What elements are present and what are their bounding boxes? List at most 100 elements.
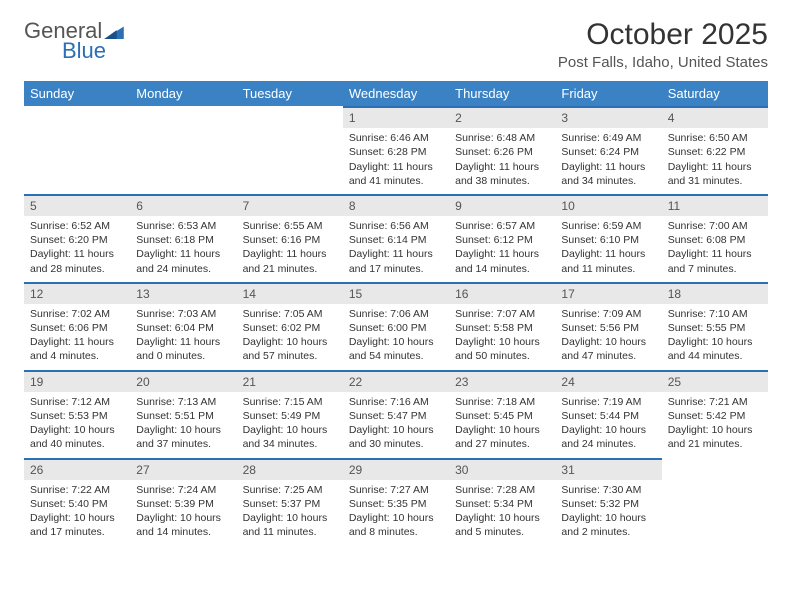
sunset-line: Sunset: 5:55 PM — [668, 321, 762, 335]
calendar-week-row: 1Sunrise: 6:46 AMSunset: 6:28 PMDaylight… — [24, 106, 768, 194]
day-details: Sunrise: 6:55 AMSunset: 6:16 PMDaylight:… — [237, 216, 343, 282]
header: GeneralBlue October 2025 Post Falls, Ida… — [24, 18, 768, 71]
day-details: Sunrise: 7:21 AMSunset: 5:42 PMDaylight:… — [662, 392, 768, 458]
day-number: 14 — [237, 282, 343, 304]
day-number: 4 — [662, 106, 768, 128]
sunset-line: Sunset: 6:02 PM — [243, 321, 337, 335]
sunset-line: Sunset: 5:47 PM — [349, 409, 443, 423]
calendar-day-cell: 16Sunrise: 7:07 AMSunset: 5:58 PMDayligh… — [449, 282, 555, 370]
sunrise-line: Sunrise: 6:50 AM — [668, 131, 762, 145]
day-details: Sunrise: 7:12 AMSunset: 5:53 PMDaylight:… — [24, 392, 130, 458]
sunrise-line: Sunrise: 6:59 AM — [561, 219, 655, 233]
day-number: 23 — [449, 370, 555, 392]
daylight-line: Daylight: 11 hours and 4 minutes. — [30, 335, 124, 363]
day-details: Sunrise: 6:56 AMSunset: 6:14 PMDaylight:… — [343, 216, 449, 282]
calendar-day-cell: 27Sunrise: 7:24 AMSunset: 5:39 PMDayligh… — [130, 458, 236, 546]
daylight-line: Daylight: 10 hours and 24 minutes. — [561, 423, 655, 451]
day-number: 6 — [130, 194, 236, 216]
calendar-day-cell: 29Sunrise: 7:27 AMSunset: 5:35 PMDayligh… — [343, 458, 449, 546]
calendar-day-cell: 12Sunrise: 7:02 AMSunset: 6:06 PMDayligh… — [24, 282, 130, 370]
calendar-day-cell: 14Sunrise: 7:05 AMSunset: 6:02 PMDayligh… — [237, 282, 343, 370]
day-number: 21 — [237, 370, 343, 392]
calendar-day-cell: 20Sunrise: 7:13 AMSunset: 5:51 PMDayligh… — [130, 370, 236, 458]
daylight-line: Daylight: 11 hours and 7 minutes. — [668, 247, 762, 275]
sunrise-line: Sunrise: 6:46 AM — [349, 131, 443, 145]
calendar-day-cell — [662, 458, 768, 546]
day-details: Sunrise: 7:16 AMSunset: 5:47 PMDaylight:… — [343, 392, 449, 458]
sunset-line: Sunset: 5:32 PM — [561, 497, 655, 511]
day-details: Sunrise: 7:27 AMSunset: 5:35 PMDaylight:… — [343, 480, 449, 546]
day-number: 17 — [555, 282, 661, 304]
day-details: Sunrise: 7:19 AMSunset: 5:44 PMDaylight:… — [555, 392, 661, 458]
sunrise-line: Sunrise: 7:15 AM — [243, 395, 337, 409]
calendar-body: 1Sunrise: 6:46 AMSunset: 6:28 PMDaylight… — [24, 106, 768, 545]
sunrise-line: Sunrise: 6:53 AM — [136, 219, 230, 233]
weekday-header: Wednesday — [343, 81, 449, 106]
daylight-line: Daylight: 10 hours and 21 minutes. — [668, 423, 762, 451]
day-number: 16 — [449, 282, 555, 304]
day-details: Sunrise: 7:05 AMSunset: 6:02 PMDaylight:… — [237, 304, 343, 370]
sunrise-line: Sunrise: 7:10 AM — [668, 307, 762, 321]
day-number: 7 — [237, 194, 343, 216]
sunrise-line: Sunrise: 7:02 AM — [30, 307, 124, 321]
day-number: 13 — [130, 282, 236, 304]
calendar-day-cell: 15Sunrise: 7:06 AMSunset: 6:00 PMDayligh… — [343, 282, 449, 370]
day-details: Sunrise: 7:06 AMSunset: 6:00 PMDaylight:… — [343, 304, 449, 370]
calendar-day-cell: 23Sunrise: 7:18 AMSunset: 5:45 PMDayligh… — [449, 370, 555, 458]
sunset-line: Sunset: 5:51 PM — [136, 409, 230, 423]
daylight-line: Daylight: 11 hours and 34 minutes. — [561, 160, 655, 188]
daylight-line: Daylight: 10 hours and 11 minutes. — [243, 511, 337, 539]
calendar-day-cell: 2Sunrise: 6:48 AMSunset: 6:26 PMDaylight… — [449, 106, 555, 194]
sunset-line: Sunset: 5:40 PM — [30, 497, 124, 511]
calendar-day-cell: 1Sunrise: 6:46 AMSunset: 6:28 PMDaylight… — [343, 106, 449, 194]
weekday-header: Saturday — [662, 81, 768, 106]
sunset-line: Sunset: 6:06 PM — [30, 321, 124, 335]
calendar-day-cell: 13Sunrise: 7:03 AMSunset: 6:04 PMDayligh… — [130, 282, 236, 370]
calendar-day-cell: 28Sunrise: 7:25 AMSunset: 5:37 PMDayligh… — [237, 458, 343, 546]
day-details: Sunrise: 7:15 AMSunset: 5:49 PMDaylight:… — [237, 392, 343, 458]
sunrise-line: Sunrise: 7:30 AM — [561, 483, 655, 497]
daylight-line: Daylight: 11 hours and 41 minutes. — [349, 160, 443, 188]
weekday-header: Tuesday — [237, 81, 343, 106]
sunset-line: Sunset: 5:44 PM — [561, 409, 655, 423]
sunrise-line: Sunrise: 7:25 AM — [243, 483, 337, 497]
day-number: 22 — [343, 370, 449, 392]
day-details: Sunrise: 7:07 AMSunset: 5:58 PMDaylight:… — [449, 304, 555, 370]
day-details: Sunrise: 6:48 AMSunset: 6:26 PMDaylight:… — [449, 128, 555, 194]
daylight-line: Daylight: 10 hours and 8 minutes. — [349, 511, 443, 539]
day-number: 29 — [343, 458, 449, 480]
day-details: Sunrise: 7:02 AMSunset: 6:06 PMDaylight:… — [24, 304, 130, 370]
sunrise-line: Sunrise: 7:21 AM — [668, 395, 762, 409]
sunset-line: Sunset: 5:58 PM — [455, 321, 549, 335]
day-details: Sunrise: 6:57 AMSunset: 6:12 PMDaylight:… — [449, 216, 555, 282]
sunrise-line: Sunrise: 6:56 AM — [349, 219, 443, 233]
day-number: 26 — [24, 458, 130, 480]
sunset-line: Sunset: 6:00 PM — [349, 321, 443, 335]
day-number: 3 — [555, 106, 661, 128]
day-number: 20 — [130, 370, 236, 392]
sunrise-line: Sunrise: 7:03 AM — [136, 307, 230, 321]
day-number: 30 — [449, 458, 555, 480]
day-details: Sunrise: 7:18 AMSunset: 5:45 PMDaylight:… — [449, 392, 555, 458]
sunrise-line: Sunrise: 6:49 AM — [561, 131, 655, 145]
daylight-line: Daylight: 11 hours and 21 minutes. — [243, 247, 337, 275]
sunrise-line: Sunrise: 7:00 AM — [668, 219, 762, 233]
calendar-day-cell: 24Sunrise: 7:19 AMSunset: 5:44 PMDayligh… — [555, 370, 661, 458]
calendar-day-cell: 17Sunrise: 7:09 AMSunset: 5:56 PMDayligh… — [555, 282, 661, 370]
location-subtitle: Post Falls, Idaho, United States — [558, 54, 768, 71]
day-details: Sunrise: 7:10 AMSunset: 5:55 PMDaylight:… — [662, 304, 768, 370]
calendar-day-cell — [237, 106, 343, 194]
daylight-line: Daylight: 11 hours and 31 minutes. — [668, 160, 762, 188]
calendar-day-cell: 6Sunrise: 6:53 AMSunset: 6:18 PMDaylight… — [130, 194, 236, 282]
weekday-header: Monday — [130, 81, 236, 106]
calendar-day-cell: 19Sunrise: 7:12 AMSunset: 5:53 PMDayligh… — [24, 370, 130, 458]
daylight-line: Daylight: 10 hours and 44 minutes. — [668, 335, 762, 363]
calendar-day-cell: 25Sunrise: 7:21 AMSunset: 5:42 PMDayligh… — [662, 370, 768, 458]
daylight-line: Daylight: 10 hours and 34 minutes. — [243, 423, 337, 451]
day-details: Sunrise: 7:28 AMSunset: 5:34 PMDaylight:… — [449, 480, 555, 546]
calendar-day-cell: 26Sunrise: 7:22 AMSunset: 5:40 PMDayligh… — [24, 458, 130, 546]
triangle-icon — [104, 23, 124, 44]
sunrise-line: Sunrise: 7:18 AM — [455, 395, 549, 409]
daylight-line: Daylight: 10 hours and 47 minutes. — [561, 335, 655, 363]
day-number: 25 — [662, 370, 768, 392]
